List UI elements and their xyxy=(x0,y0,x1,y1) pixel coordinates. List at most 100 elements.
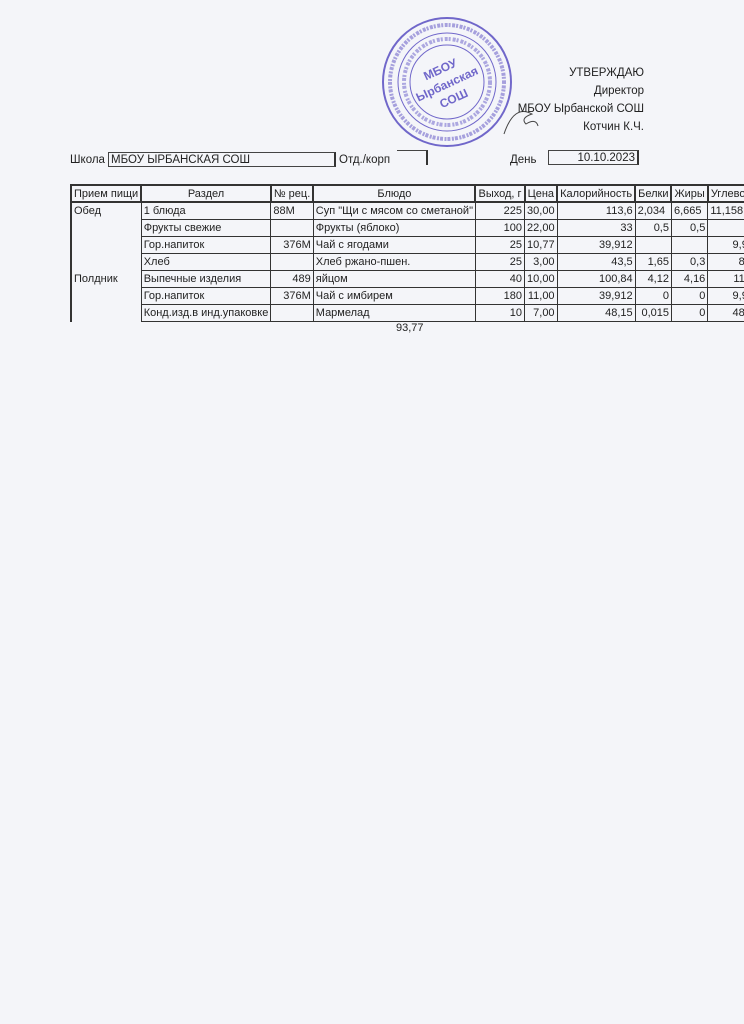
table-cell: 9,983 xyxy=(707,287,744,305)
table-cell: 7,00 xyxy=(524,304,558,322)
column-header: Углеводы xyxy=(706,184,744,203)
table-cell: 16 xyxy=(707,219,744,237)
table-cell: 113,6 xyxy=(556,201,636,220)
table-cell: Фрукты (яблоко) xyxy=(312,219,476,237)
table-cell: 0,5 xyxy=(670,219,709,237)
table-cell: 0,5 xyxy=(634,219,672,237)
signature xyxy=(503,111,539,135)
price-total: 93,77 xyxy=(396,322,424,334)
table-cell: 25 xyxy=(474,253,526,271)
meal-cell xyxy=(69,287,142,305)
table-cell: 10 xyxy=(474,304,526,322)
column-header: № рец. xyxy=(269,184,315,203)
table-row: Конд.изд.в инд.упаковке Мармелад 10 7,00 48,… xyxy=(69,304,744,322)
table-cell: 48,15 xyxy=(707,304,744,322)
menu-table: Прием пищи Раздел № рец. Блюдо Выход, г Цена К… xyxy=(69,184,744,322)
table-row: Хлеб Хлеб ржано-пшен.253,0043,51,650,38,3… xyxy=(69,253,744,271)
table-cell: 39,912 xyxy=(556,236,636,254)
table-cell: 0,015 xyxy=(634,304,672,322)
table-row: Фрукты свежие Фрукты (яблоко) 100 22,00 33 0,… xyxy=(69,219,744,237)
column-header: Блюдо xyxy=(312,184,477,203)
table-cell: 225 xyxy=(474,201,526,220)
approval-title: УТВЕРЖДАЮ xyxy=(569,67,644,79)
table-cell: 11,72 xyxy=(707,270,744,288)
table-cell: 0,3 xyxy=(670,253,709,271)
day-label: День xyxy=(510,154,537,166)
column-header: Жиры xyxy=(670,184,709,203)
department-field xyxy=(397,150,428,165)
table-cell: 22,00 xyxy=(524,219,558,237)
table-cell xyxy=(634,236,672,254)
table-cell xyxy=(270,219,314,237)
table-cell xyxy=(270,304,314,322)
table-cell: 88М xyxy=(270,201,314,220)
department-label: Отд./корп xyxy=(339,154,391,166)
table-row: Гор.напиток 376М Чай с имбирем 180 11,00 39,9… xyxy=(69,287,744,305)
table-cell: 0 xyxy=(670,287,709,305)
table-cell: 39,912 xyxy=(556,287,636,305)
table-cell: Фрукты свежие xyxy=(140,219,272,237)
table-cell: 43,5 xyxy=(556,253,636,271)
table-cell: 33 xyxy=(556,219,636,237)
approval-block: УТВЕРЖДАЮ Директор МБОУ Ырбанской СОШ Ко… xyxy=(518,64,644,136)
table-cell: 30,00 xyxy=(524,201,558,220)
table-cell: 10,77 xyxy=(524,236,558,254)
seal-inner-lettering xyxy=(402,37,492,127)
approver-organization: МБОУ Ырбанской СОШ xyxy=(517,103,644,115)
column-header: Калорийность xyxy=(556,184,637,203)
column-header: Выход, г xyxy=(474,184,526,203)
table-cell: Чай с имбирем xyxy=(312,287,476,305)
table-cell: Выпечные изделия xyxy=(140,270,272,288)
table-cell: 10,00 xyxy=(524,270,558,288)
table-cell: 489 xyxy=(270,270,314,288)
table-cell: 0 xyxy=(670,304,709,322)
table-cell: 376М xyxy=(270,236,314,254)
table-cell: 0 xyxy=(634,287,672,305)
table-row: Гор.напиток 376М Чай с ягодами 25 10,77 39,91… xyxy=(69,236,744,254)
table-cell: Хлеб ржано-пшен. xyxy=(312,253,476,271)
approver-position: Директор xyxy=(593,85,644,97)
official-seal-stamp: МБОУЫрбанскаяСОШ xyxy=(382,17,512,147)
table-cell: 4,12 xyxy=(634,270,672,288)
school-label: Школа xyxy=(70,154,105,166)
table-cell: 376М xyxy=(270,287,314,305)
column-header: Прием пищи xyxy=(69,184,143,203)
table-cell: яйцом xyxy=(312,270,476,288)
table-cell: 3,00 xyxy=(524,253,558,271)
table-cell: 48,15 xyxy=(556,304,636,322)
table-row: Обед 1 блюда 88М Суп "Щи с мясом со сметано… xyxy=(69,201,744,220)
table-cell: 25 xyxy=(474,236,526,254)
table-cell: 100 xyxy=(474,219,526,237)
table-cell: 4,16 xyxy=(670,270,709,288)
table-cell: 8,35 xyxy=(707,253,744,271)
table-cell: 40 xyxy=(474,270,526,288)
column-header: Раздел xyxy=(140,184,272,203)
table-cell: 100,84 xyxy=(556,270,636,288)
table-row: Полдник Выпечные изделия 489 яйцом 40 10,00 10… xyxy=(69,270,744,288)
table-cell: Конд.изд.в инд.упаковке xyxy=(140,304,272,322)
table-cell: 180 xyxy=(474,287,526,305)
table-cell xyxy=(270,253,314,271)
table-cell xyxy=(670,236,709,254)
table-cell: Суп "Щи с мясом со сметаной" xyxy=(312,201,476,220)
column-header: Цена xyxy=(523,184,559,203)
table-cell: Мармелад xyxy=(312,304,476,322)
meal-cell xyxy=(69,219,142,237)
table-cell: 2,034 xyxy=(634,201,672,220)
table-cell: 6,665 xyxy=(670,201,709,220)
table-cell: 11,158 xyxy=(707,201,744,220)
column-header: Белки xyxy=(634,184,673,203)
meal-cell xyxy=(69,236,142,254)
approver-name: Котчин К.Ч. xyxy=(583,121,644,133)
table-cell: Гор.напиток xyxy=(140,236,272,254)
table-cell: Хлеб xyxy=(140,253,272,271)
table-cell: 9,983 xyxy=(707,236,744,254)
seal-ring-lettering xyxy=(388,23,506,141)
day-field: 10.10.2023 xyxy=(548,150,639,165)
table-cell: Гор.напиток xyxy=(140,287,272,305)
table-cell: Чай с ягодами xyxy=(312,236,476,254)
meal-cell: Обед xyxy=(69,202,142,220)
meal-cell: Полдник xyxy=(69,270,142,288)
table-cell: 1,65 xyxy=(634,253,672,271)
